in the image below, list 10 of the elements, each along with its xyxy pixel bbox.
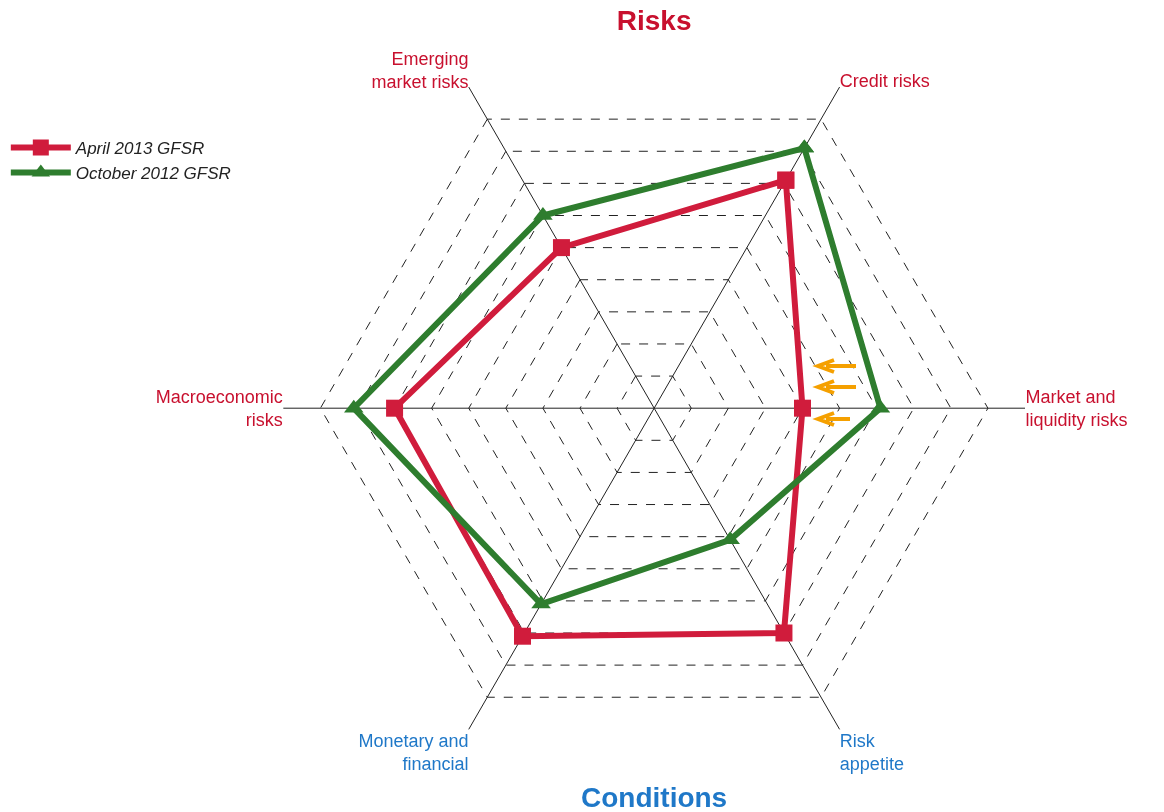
spoke-label: Credit risks	[839, 70, 930, 91]
chart-title: Risks	[616, 5, 692, 37]
spoke-label: Market and liquidity risks	[1025, 386, 1128, 431]
spoke-label: Macroeconomic risks	[155, 386, 283, 431]
spoke-label: Monetary and financial	[358, 730, 469, 775]
text: Conditions	[581, 782, 728, 812]
legend-label: April 2013 GFSR	[74, 139, 205, 159]
spoke-label: Risk appetite	[839, 730, 904, 775]
legend-label: October 2012 GFSR	[75, 164, 231, 184]
spoke-label: Emerging market risks	[371, 48, 469, 93]
